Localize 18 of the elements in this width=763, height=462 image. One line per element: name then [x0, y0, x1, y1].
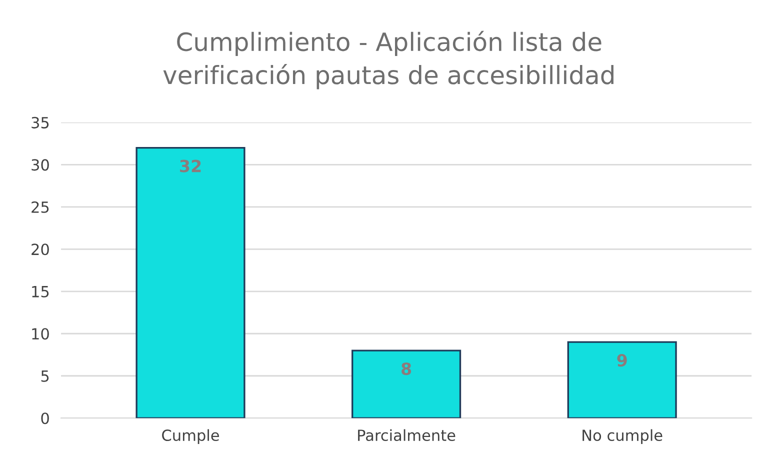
- x-tick-label: No cumple: [582, 429, 662, 444]
- x-tick-label: Cumple: [162, 429, 219, 444]
- x-tick-label: Parcialmente: [358, 429, 456, 442]
- bar: [136, 146, 246, 418]
- y-tick-label: 35: [32, 116, 49, 128]
- data-label: 9: [617, 354, 627, 367]
- y-tick-label: 0: [41, 412, 49, 424]
- bar: [567, 341, 677, 418]
- data-label: 8: [402, 362, 412, 376]
- y-tick-label: 5: [41, 370, 49, 382]
- chart-title: Cumplimiento - Aplicación lista de verificación pautas de accesibillidad: [163, 30, 614, 90]
- y-tick-label: 20: [32, 244, 49, 256]
- y-tick-label: 30: [32, 159, 49, 171]
- data-label: 32: [180, 160, 201, 172]
- y-tick-label: 15: [32, 286, 49, 298]
- y-tick-label: 10: [32, 328, 49, 340]
- bar: [352, 350, 462, 418]
- y-tick-label: 25: [32, 201, 49, 213]
